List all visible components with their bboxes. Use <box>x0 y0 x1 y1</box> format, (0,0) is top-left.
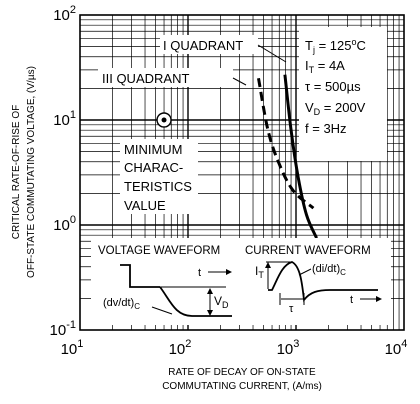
condition-tj: Tj = 125oC <box>305 37 366 55</box>
minimum-marker <box>157 113 171 127</box>
min-value-line4: VALUE <box>124 198 166 213</box>
x-tick-label: 102 <box>169 338 192 358</box>
x-tick-label: 103 <box>277 338 300 358</box>
t-label-current: t <box>350 294 353 306</box>
x-tick-label: 104 <box>385 338 408 358</box>
x-axis-title-line1: RATE OF DECAY OF ON-STATE <box>168 367 316 378</box>
min-value-line2: CHARAC- <box>124 160 183 175</box>
condition-f: f = 3Hz <box>305 121 347 136</box>
y-axis-title-line1: CRITICAL RATE-OF-RISE OF <box>11 105 22 239</box>
current-waveform-title: CURRENT WAVEFORM <box>245 245 371 257</box>
condition-tau: τ = 500µs <box>305 79 361 94</box>
x-tick-label: 101 <box>61 338 84 358</box>
minimum-marker-dot <box>162 118 167 123</box>
tau-label: τ <box>289 303 294 315</box>
x-axis-title-line2: COMMUTATING CURRENT, (A/ms) <box>162 381 322 392</box>
quadrant-3-label: III QUADRANT <box>102 71 189 86</box>
voltage-waveform-title: VOLTAGE WAVEFORM <box>98 245 220 257</box>
quadrant-1-label: I QUADRANT <box>163 38 243 53</box>
y-tick-label: 100 <box>53 214 76 234</box>
y-tick-label: 101 <box>53 109 76 129</box>
min-value-line3: TERISTICS <box>124 179 192 194</box>
t-label-voltage: t <box>198 267 201 279</box>
y-axis-title-line2: OFF-STATE COMMUTATING VOLTAGE, (V/µs) <box>26 66 37 278</box>
min-value-line1: MINIMUM <box>124 142 183 157</box>
y-tick-label: 10-1 <box>50 319 76 339</box>
y-tick-label: 102 <box>53 4 76 24</box>
